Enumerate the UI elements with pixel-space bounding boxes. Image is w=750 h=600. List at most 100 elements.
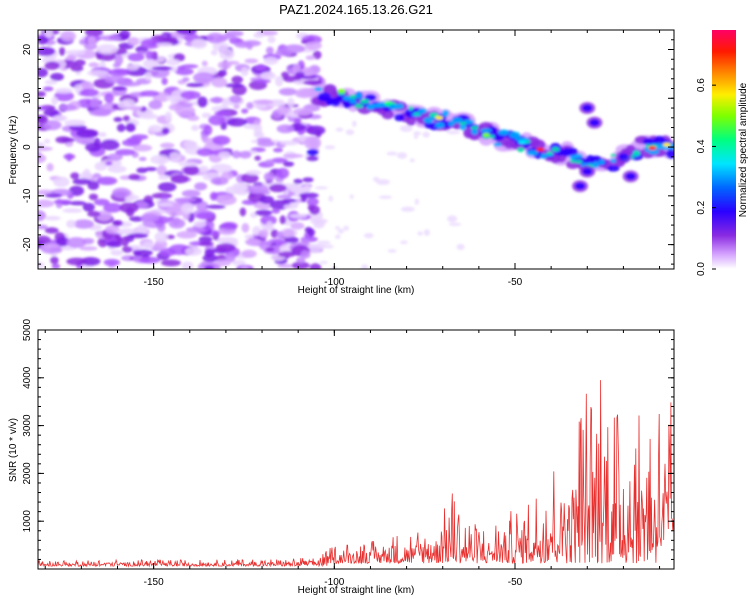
noise-blob: [253, 32, 265, 39]
noise-blob: [65, 49, 86, 56]
signal-blob: [493, 142, 502, 147]
spectrogram-x-ticks: -150 -100 -50: [44, 30, 661, 288]
noise-blob: [69, 201, 87, 206]
noise-blob: [43, 108, 60, 117]
signal-blob: [349, 94, 357, 100]
noise-blob: [260, 215, 277, 226]
noise-blob: [151, 66, 173, 71]
noise-blob: [38, 261, 45, 268]
signal-blob: [633, 150, 640, 156]
noise-blob: [215, 243, 236, 252]
signal-blob: [590, 155, 602, 162]
noise-blob: [324, 145, 336, 150]
noise-blob: [106, 241, 122, 248]
noise-blob: [216, 194, 237, 206]
colorbar-tick-label: 0.6: [696, 78, 707, 92]
noise-blob: [38, 68, 48, 78]
noise-blob: [300, 250, 311, 259]
noise-blob: [50, 256, 59, 265]
noise-blob: [44, 227, 59, 234]
noise-blob: [165, 95, 176, 101]
noise-blob: [104, 92, 114, 103]
noise-blob: [423, 229, 430, 237]
signal-blob: [394, 113, 405, 122]
noise-blob: [84, 30, 104, 37]
noise-blob: [138, 256, 161, 264]
noise-blob: [148, 99, 163, 110]
noise-blob: [361, 264, 368, 269]
noise-blob: [263, 172, 275, 182]
signal-blob: [349, 99, 357, 104]
noise-blob: [270, 229, 279, 238]
signal-hotspot: [482, 132, 491, 137]
noise-blob: [82, 202, 95, 212]
noise-blob: [70, 172, 80, 180]
noise-blob: [96, 51, 116, 61]
noise-blob: [289, 213, 308, 219]
noise-blob: [349, 194, 354, 199]
colorbar-ticks: 0.0 0.2 0.4 0.6: [696, 78, 716, 276]
signal-blob: [582, 104, 593, 112]
noise-blob: [161, 127, 170, 135]
signal-blob: [471, 128, 479, 135]
noise-blob: [178, 161, 198, 167]
noise-blob: [413, 131, 422, 136]
noise-blob: [55, 87, 73, 94]
noise-blob: [229, 95, 242, 104]
noise-blob: [40, 243, 60, 249]
noise-blob: [217, 61, 232, 70]
noise-blob: [314, 186, 328, 190]
noise-blob: [306, 155, 319, 162]
noise-blob: [279, 215, 287, 225]
noise-blob: [176, 231, 197, 239]
signal-blob: [592, 161, 600, 169]
noise-blob: [219, 48, 235, 60]
signal-blob: [486, 126, 498, 135]
noise-blob: [74, 59, 86, 67]
noise-blob: [265, 220, 273, 231]
noise-blob: [296, 256, 306, 264]
snr-y-ticks: 1000 2000 3000 4000 5000: [22, 318, 674, 560]
noise-blob: [122, 139, 141, 147]
noise-blob: [157, 182, 177, 192]
noise-blob: [121, 236, 129, 247]
noise-blob: [138, 156, 147, 162]
noise-blob: [269, 245, 280, 255]
noise-blob: [160, 259, 182, 267]
noise-blob: [38, 210, 47, 222]
noise-blob: [399, 125, 413, 132]
noise-blob: [302, 177, 314, 183]
noise-blob: [60, 137, 76, 143]
signal-blob: [459, 123, 467, 131]
noise-blob: [244, 58, 259, 64]
signal-hotspot: [536, 147, 545, 152]
noise-blob: [76, 129, 98, 138]
noise-blob: [181, 64, 199, 69]
noise-blob: [276, 167, 290, 179]
noise-blob: [51, 96, 58, 106]
signal-blob: [517, 147, 525, 153]
signal-blob: [355, 92, 363, 99]
spectrogram-blobs: [38, 30, 674, 269]
noise-blob: [122, 115, 131, 122]
noise-blob: [87, 70, 109, 77]
noise-blob: [302, 184, 311, 194]
noise-blob: [414, 198, 419, 205]
signal-blob: [569, 159, 576, 163]
noise-blob: [196, 200, 209, 212]
noise-blob: [38, 235, 52, 246]
noise-blob: [218, 151, 231, 160]
spectrogram-y-tick-label: 0: [22, 144, 33, 150]
noise-blob: [103, 202, 123, 213]
noise-blob: [98, 132, 107, 138]
signal-blob: [574, 159, 583, 164]
noise-blob: [112, 62, 121, 68]
noise-blob: [102, 103, 113, 110]
noise-blob: [240, 173, 259, 184]
noise-blob: [397, 152, 407, 159]
snr-x-tick-label: -150: [144, 577, 164, 588]
signal-blob: [598, 159, 606, 165]
noise-blob: [127, 37, 140, 46]
noise-blob: [85, 142, 102, 152]
